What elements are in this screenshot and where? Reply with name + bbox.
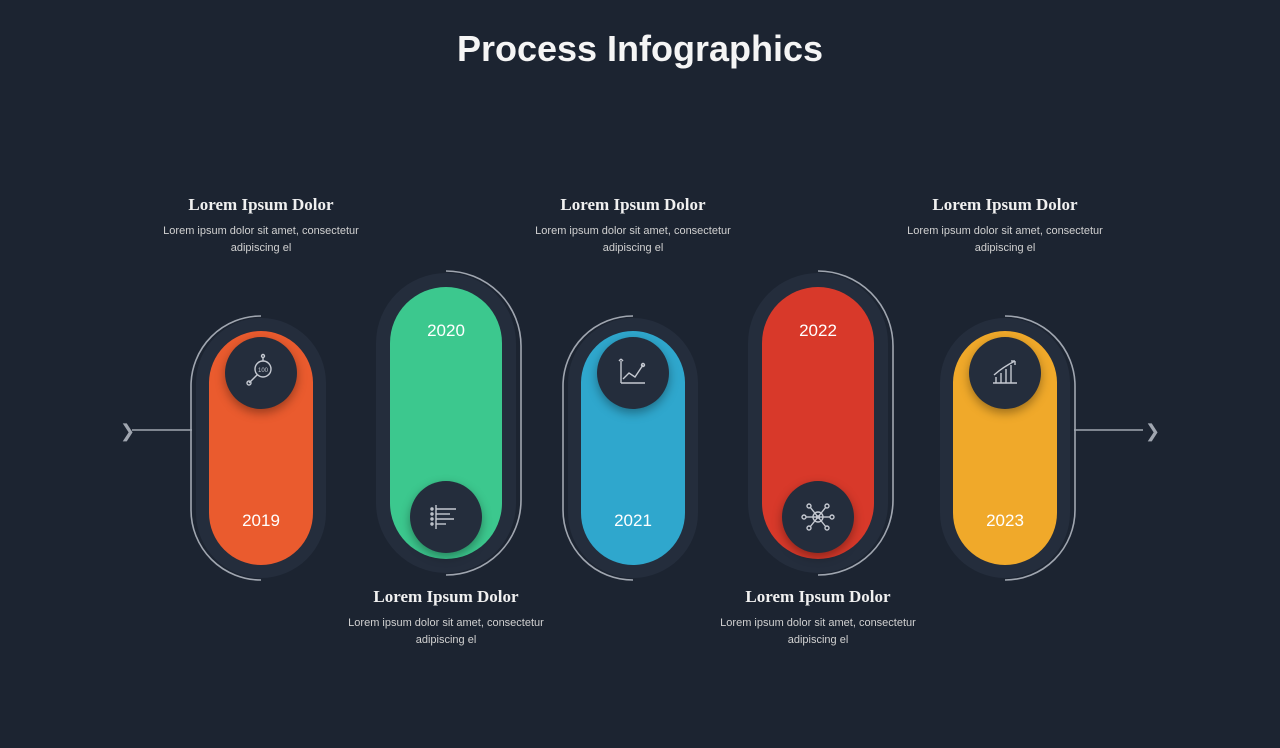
step-desc: Lorem ipsum dolor sit amet, consectetur … <box>523 223 743 256</box>
growth-chart-icon <box>969 337 1041 409</box>
step-desc: Lorem ipsum dolor sit amet, consectetur … <box>895 223 1115 256</box>
step-heading: Lorem Ipsum Dolor <box>336 587 556 607</box>
year-2020: 2020 <box>390 321 502 341</box>
step-heading: Lorem Ipsum Dolor <box>523 195 743 215</box>
step-heading: Lorem Ipsum Dolor <box>895 195 1115 215</box>
bar-horizontal-icon <box>410 481 482 553</box>
step-text-2022: Lorem Ipsum Dolor Lorem ipsum dolor sit a… <box>708 587 928 648</box>
step-text-2020: Lorem Ipsum Dolor Lorem ipsum dolor sit a… <box>336 587 556 648</box>
year-2023: 2023 <box>953 511 1057 531</box>
step-desc: Lorem ipsum dolor sit amet, consectetur … <box>708 615 928 648</box>
year-2019: 2019 <box>209 511 313 531</box>
step-text-2019: Lorem Ipsum Dolor Lorem ipsum dolor sit a… <box>151 195 371 256</box>
step-desc: Lorem ipsum dolor sit amet, consectetur … <box>151 223 371 256</box>
step-text-2023: Lorem Ipsum Dolor Lorem ipsum dolor sit a… <box>895 195 1115 256</box>
line-chart-icon <box>597 337 669 409</box>
svg-text:100: 100 <box>258 368 269 374</box>
step-heading: Lorem Ipsum Dolor <box>708 587 928 607</box>
magnify-target-icon: 100 <box>225 337 297 409</box>
year-2021: 2021 <box>581 511 685 531</box>
step-text-2021: Lorem Ipsum Dolor Lorem ipsum dolor sit a… <box>523 195 743 256</box>
year-2022: 2022 <box>762 321 874 341</box>
step-desc: Lorem ipsum dolor sit amet, consectetur … <box>336 615 556 648</box>
step-heading: Lorem Ipsum Dolor <box>151 195 371 215</box>
network-icon <box>782 481 854 553</box>
